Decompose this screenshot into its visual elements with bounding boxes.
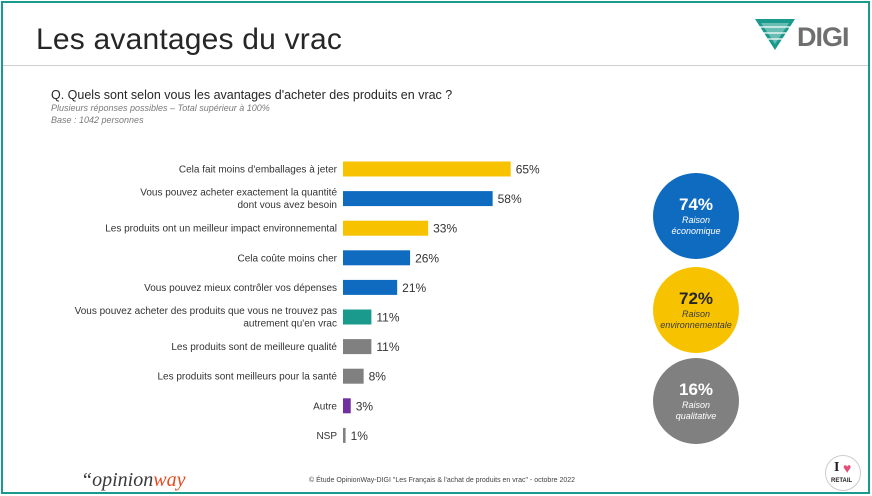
summary-economic-label-2: économique [671,226,721,236]
bar-value-label-3: 26% [415,251,439,265]
summary-qualitative: 16% Raison qualitative [653,358,739,444]
bar-6 [343,339,372,355]
badge-text: RETAIL [831,478,853,484]
category-label-9-0: NSP [316,431,337,442]
bar-value-label-4: 21% [402,281,426,295]
note-base: Base : 1042 personnes [51,115,144,125]
bar-value-label-9: 1% [351,429,369,443]
summary-environmental-label-1: Raison [681,309,710,319]
title-divider [3,65,868,66]
summary-environmental-label-2: environnementale [660,320,732,330]
category-label-5-1: autrement qu'en vrac [243,319,337,330]
summary-qualitative-label-2: qualitative [675,411,717,421]
summary-environmental: 72% Raison environnementale [653,267,739,353]
summary-economic-label-1: Raison [681,215,710,225]
heart-icon: ♥ [843,460,852,476]
i-love-retail-badge: I ♥ RETAIL [825,455,861,491]
slide-title: Les avantages du vrac [36,23,343,56]
opinionway-logo-suffix: way [153,469,186,491]
bar-9 [343,427,346,443]
bar-2 [343,220,429,236]
note-multiple-answers: Plusieurs réponses possibles – Total sup… [51,103,270,113]
opinionway-logo: “opinionway [81,469,185,492]
source-footer: © Étude OpinionWay-DIGI "Les Français & … [309,477,576,484]
category-label-4-0: Vous pouvez mieux contrôler vos dépenses [144,283,337,294]
category-label-1-0: Vous pouvez acheter exactement la quanti… [140,188,337,199]
opinionway-logo-prefix: “opinion [81,469,154,491]
category-label-1-1: dont vous avez besoin [237,200,337,211]
category-label-2-0: Les produits ont un meilleur impact envi… [105,224,337,235]
bar-7 [343,368,364,384]
bar-8 [343,398,351,414]
category-label-3-0: Cela coûte moins cher [238,253,338,264]
bar-value-label-7: 8% [369,370,387,384]
bar-value-label-5: 11% [376,311,399,325]
bar-0 [343,161,511,177]
bar-value-label-1: 58% [498,192,522,206]
bar-value-label-2: 33% [433,222,457,236]
category-label-6-0: Les produits sont de meilleure qualité [171,342,337,353]
bar-3 [343,250,411,266]
bar-value-label-6: 11% [376,340,399,354]
bar-4 [343,279,398,295]
summary-qualitative-pct: 16% [678,380,714,399]
summary-qualitative-label-1: Raison [681,400,710,410]
digi-v-icon [755,19,795,50]
bar-1 [343,191,493,207]
bar-value-label-0: 65% [516,163,540,177]
category-label-0-0: Cela fait moins d'emballages à jeter [179,165,338,176]
digi-logo-text: DIGI [797,22,850,52]
bar-chart: 65% Cela fait moins d'emballages à jeter 5… [75,161,540,443]
summary-economic-pct: 74% [678,195,714,214]
category-label-8-0: Autre [313,401,337,412]
summary-economic: 74% Raison économique [653,173,739,259]
category-label-7-0: Les produits sont meilleurs pour la sant… [157,372,337,383]
survey-question: Q. Quels sont selon vous les avantages d… [51,88,453,102]
bar-value-label-8: 3% [356,399,374,413]
category-label-5-0: Vous pouvez acheter des produits que vou… [75,306,337,317]
bar-5 [343,309,372,325]
summary-environmental-pct: 72% [678,289,714,308]
badge-letter: I [834,460,840,475]
